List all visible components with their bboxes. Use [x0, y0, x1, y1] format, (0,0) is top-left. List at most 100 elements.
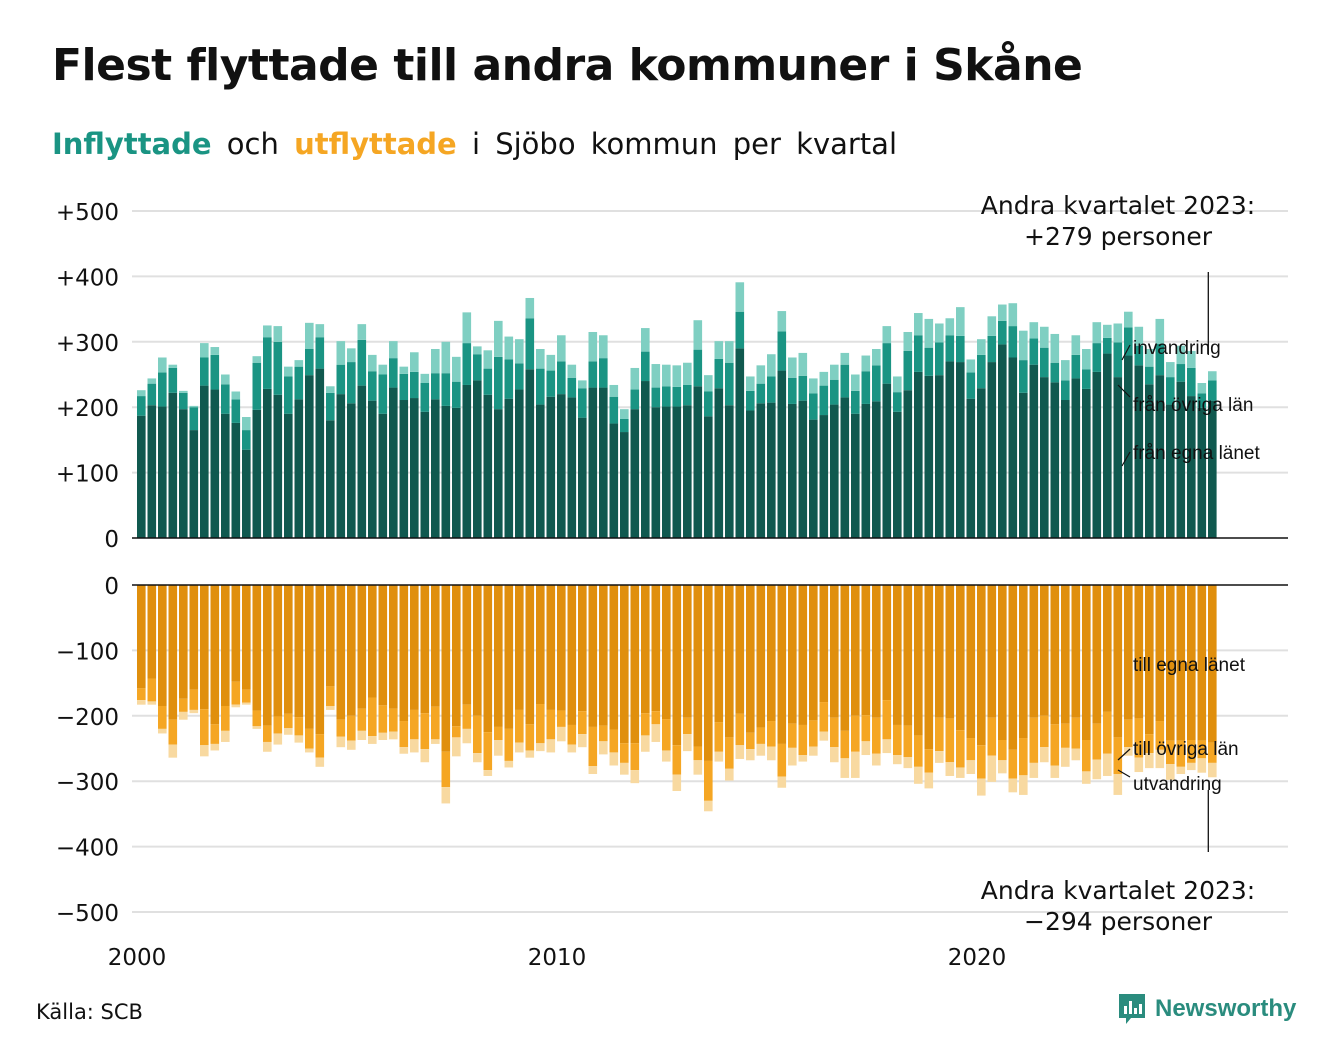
bar-in-ovriga-lan [840, 364, 850, 398]
bar-out-utvandring [840, 758, 850, 778]
bar-out-utvandring [1029, 762, 1039, 778]
bar-in-invandring [830, 364, 839, 380]
bar-out-utvandring [935, 751, 944, 763]
bar-in-egna-lanet [347, 403, 356, 538]
bar-in-egna-lanet [578, 417, 587, 538]
bar-out-utvandring [1019, 775, 1028, 795]
bar-out-utvandring [987, 755, 997, 782]
bar-in-invandring [630, 367, 640, 390]
bar-out-utvandring [966, 760, 976, 775]
bar-in-ovriga-lan [651, 387, 661, 408]
bar-out-egna-lanet [1124, 585, 1133, 720]
bar-in-egna-lanet [966, 398, 976, 538]
bar-in-invandring [420, 373, 430, 384]
bar-in-ovriga-lan [662, 386, 671, 407]
bar-in-invandring [1145, 348, 1154, 367]
bar-in-ovriga-lan [1092, 343, 1102, 372]
bar-in-egna-lanet [273, 394, 283, 538]
bar-in-egna-lanet [1082, 388, 1091, 538]
label-till-ovriga-lan: till övriga län [1133, 739, 1239, 760]
bar-out-ovriga-lan [714, 722, 724, 752]
bar-in-egna-lanet [399, 400, 409, 538]
bar-out-ovriga-lan [1113, 737, 1123, 775]
bar-in-invandring [662, 364, 671, 387]
bar-out-egna-lanet [599, 585, 608, 726]
bar-out-egna-lanet [452, 585, 461, 727]
bar-out-egna-lanet [336, 585, 346, 720]
bar-in-egna-lanet [767, 402, 776, 538]
bar-out-egna-lanet [672, 585, 682, 746]
bar-out-ovriga-lan [326, 686, 335, 706]
bar-out-egna-lanet [641, 585, 650, 714]
bar-out-utvandring [882, 739, 892, 754]
bar-in-egna-lanet [662, 406, 671, 538]
bar-out-ovriga-lan [693, 746, 703, 761]
bar-out-egna-lanet [147, 585, 157, 679]
label-fran-ovriga-lan: från övriga län [1133, 395, 1253, 416]
bar-out-egna-lanet [305, 585, 314, 729]
bar-in-ovriga-lan [200, 357, 209, 386]
bar-in-egna-lanet [1166, 404, 1175, 538]
axis-labels: +500 +400 +300 +200 +100 0 0 −100 −200 −300 −400 −5… [56, 200, 1006, 971]
bar-out-ovriga-lan [735, 713, 745, 746]
bar-in-egna-lanet [809, 419, 818, 538]
bar-in-ovriga-lan [315, 337, 325, 369]
bar-out-ovriga-lan [483, 732, 493, 771]
bar-in-ovriga-lan [1008, 326, 1018, 358]
bar-in-egna-lanet [882, 383, 892, 538]
bar-out-ovriga-lan [599, 725, 608, 742]
bar-in-ovriga-lan [1145, 366, 1154, 385]
bar-out-ovriga-lan [651, 711, 661, 725]
utflyttade-bars [137, 585, 1217, 812]
bar-out-utvandring [1134, 757, 1144, 773]
bar-in-invandring [200, 343, 209, 358]
bar-in-ovriga-lan [137, 396, 146, 416]
bar-out-egna-lanet [567, 585, 577, 725]
bar-in-invandring [998, 304, 1007, 321]
bar-out-egna-lanet [389, 585, 398, 709]
bar-in-egna-lanet [840, 397, 850, 538]
x-tick: 2000 [108, 945, 167, 971]
bar-in-invandring [1029, 322, 1039, 339]
bar-out-ovriga-lan [987, 717, 997, 756]
bar-out-ovriga-lan [704, 760, 713, 801]
bar-in-invandring [924, 318, 934, 348]
bar-out-ovriga-lan [515, 709, 524, 743]
bar-out-utvandring [914, 766, 923, 784]
bar-out-ovriga-lan [1187, 739, 1196, 763]
bar-out-utvandring [168, 744, 178, 758]
bar-in-invandring [1176, 345, 1186, 365]
bar-out-egna-lanet [756, 585, 766, 728]
bar-out-utvandring [273, 733, 283, 745]
bar-out-egna-lanet [378, 585, 388, 706]
bar-out-ovriga-lan [1040, 715, 1049, 748]
label-utvandring: utvandring [1133, 774, 1222, 795]
bar-in-ovriga-lan [1113, 342, 1123, 378]
bar-out-egna-lanet [441, 585, 451, 752]
label-leader-line [1121, 344, 1131, 361]
bar-in-invandring [1124, 311, 1133, 328]
bar-in-ovriga-lan [1197, 393, 1207, 408]
bar-out-egna-lanet [651, 585, 661, 712]
bar-out-egna-lanet [714, 585, 724, 723]
bar-in-ovriga-lan [494, 356, 503, 410]
bar-out-utvandring [683, 734, 692, 752]
bar-out-ovriga-lan [830, 717, 839, 748]
bar-out-utvandring [588, 766, 598, 775]
bar-in-invandring [956, 307, 965, 336]
bar-out-ovriga-lan [756, 727, 766, 744]
bar-in-ovriga-lan [578, 388, 587, 418]
bar-in-egna-lanet [378, 413, 388, 538]
bar-in-invandring [147, 378, 157, 384]
bar-out-ovriga-lan [536, 704, 545, 744]
bar-in-egna-lanet [672, 406, 682, 538]
bar-out-utvandring [693, 760, 703, 775]
bar-out-utvandring [1124, 747, 1133, 756]
bar-out-ovriga-lan [1071, 717, 1081, 749]
bar-out-egna-lanet [630, 585, 640, 744]
bar-out-egna-lanet [1103, 585, 1112, 712]
bar-in-invandring [284, 366, 293, 377]
bar-in-egna-lanet [998, 344, 1007, 538]
bar-out-ovriga-lan [777, 743, 787, 777]
bar-out-utvandring [956, 767, 965, 778]
